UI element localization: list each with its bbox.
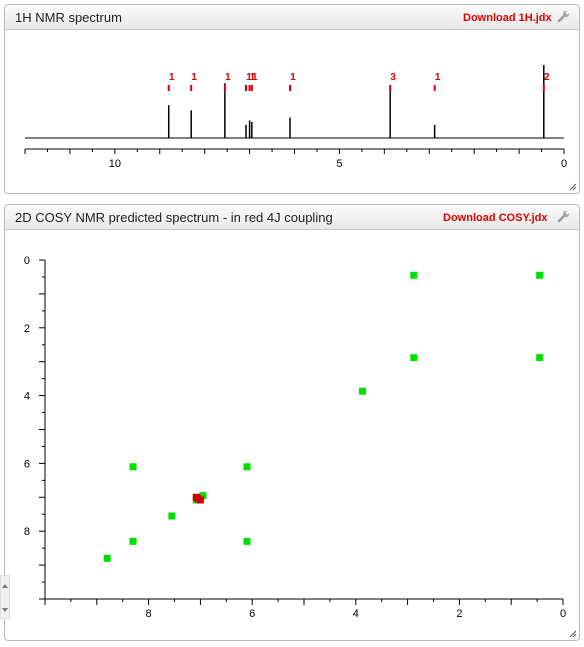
- scroll-arrows-icon[interactable]: [0, 575, 10, 619]
- cosy-peak: [410, 271, 418, 279]
- cosy-peak: [536, 271, 544, 279]
- integral-label: 3: [390, 72, 396, 83]
- resize-grip-icon[interactable]: [569, 183, 577, 191]
- x-tick-label: 5: [336, 158, 342, 170]
- cosy-peak: [199, 492, 207, 500]
- cosy-peak: [194, 495, 202, 503]
- cosy-plot: 8 6 4 2 0 0 2 4 6 8: [24, 255, 566, 620]
- y-tick-label: 2: [24, 323, 30, 335]
- cosy-peak: [129, 537, 137, 545]
- scroll-up-icon[interactable]: [2, 584, 8, 588]
- x-tick-label: 10: [109, 158, 121, 170]
- resize-grip-icon[interactable]: [569, 630, 577, 638]
- integral-label: 1: [225, 72, 231, 83]
- cosy-peak: [103, 554, 111, 562]
- panel-title: 2D COSY NMR predicted spectrum - in red …: [15, 210, 333, 225]
- integral-label: 1: [246, 72, 252, 83]
- cosy-peak: [243, 463, 251, 471]
- integral-label: 2: [544, 72, 550, 83]
- nmr-1h-plot: 10 5 01 1 1 111 1 3 1 2: [24, 65, 567, 170]
- cosy-panel: 2D COSY NMR predicted spectrum - in red …: [4, 204, 580, 641]
- panel-header: 1H NMR spectrum Download 1H.jdx: [5, 5, 579, 30]
- scroll-down-icon[interactable]: [2, 608, 8, 612]
- y-tick-label: 6: [24, 458, 30, 470]
- y-tick-label: 0: [24, 255, 30, 267]
- wrench-icon[interactable]: [557, 209, 571, 223]
- x-tick-label: 4: [353, 608, 359, 620]
- y-tick-label: 4: [24, 391, 30, 403]
- cosy-peak: [410, 354, 418, 362]
- y-tick-label: 8: [24, 526, 30, 538]
- integral-label: 1: [191, 72, 197, 83]
- integral-label: 1: [250, 72, 256, 83]
- cosy-peak: [168, 512, 176, 520]
- integral-label: 1: [252, 72, 258, 83]
- x-tick-label: 6: [249, 608, 255, 620]
- cosy-peak: [536, 354, 544, 362]
- integral-label: 1: [435, 72, 441, 83]
- x-tick-label: 0: [561, 158, 567, 170]
- nmr-1h-panel: 1H NMR spectrum Download 1H.jdx 10 5 0 1 1 1 1…: [4, 4, 580, 194]
- wrench-icon[interactable]: [557, 9, 571, 23]
- download-cosy-link[interactable]: Download COSY.jdx: [443, 212, 548, 224]
- integral-label: 1: [290, 72, 296, 83]
- panel-title: 1H NMR spectrum: [15, 10, 122, 25]
- integral-label: 1: [169, 72, 175, 83]
- x-tick-label: 8: [146, 608, 152, 620]
- x-tick-label: 0: [560, 608, 566, 620]
- cosy-peak: [359, 387, 367, 395]
- download-1h-link[interactable]: Download 1H.jdx: [463, 12, 552, 24]
- panel-header: 2D COSY NMR predicted spectrum - in red …: [5, 205, 579, 230]
- cosy-peak: [243, 537, 251, 545]
- cosy-peak: [129, 463, 137, 471]
- x-tick-label: 2: [456, 608, 462, 620]
